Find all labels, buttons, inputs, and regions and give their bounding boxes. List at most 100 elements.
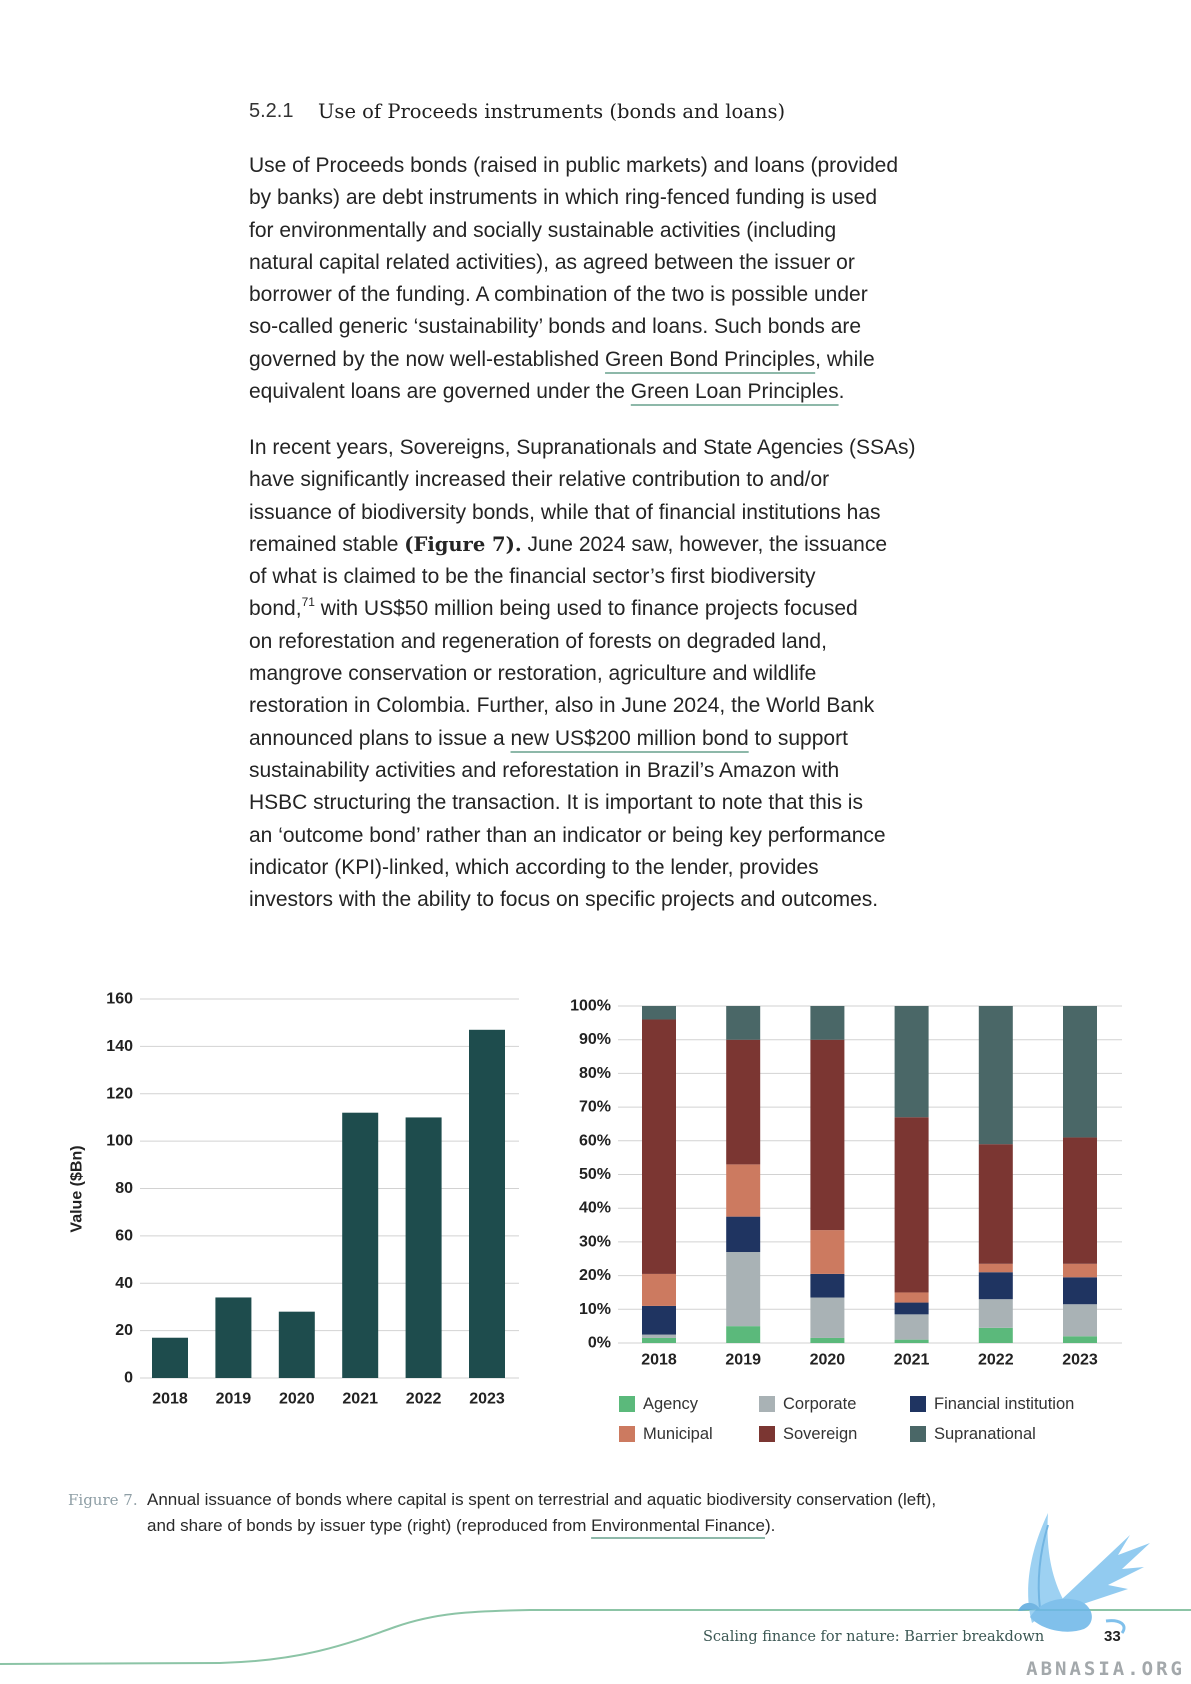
- bar-segment-municipal-2021: [894, 1292, 929, 1303]
- footer-curve: [0, 1609, 1191, 1665]
- bar-segment-supranational-2023: [1063, 1006, 1097, 1138]
- y-tick-label: 160: [106, 991, 133, 1008]
- y-tick-label: 70%: [579, 1099, 611, 1116]
- legend-swatch: [619, 1396, 635, 1412]
- paragraph-1: Use of Proceeds bonds (raised in public …: [249, 150, 898, 408]
- bar-segment-sovereign-2018: [642, 1019, 676, 1274]
- text-line: an ‘outcome bond’ rather than an indicat…: [249, 823, 886, 847]
- y-tick-label: 20%: [579, 1267, 611, 1284]
- bar-segment-supranational-2022: [978, 1006, 1013, 1145]
- bar-segment-corporate-2023: [1063, 1304, 1097, 1337]
- bar-segment-financial-institution-2022: [978, 1272, 1013, 1300]
- x-tick-label: 2018: [641, 1352, 677, 1369]
- x-tick-label: 2021: [894, 1352, 930, 1369]
- annual-issuance-bar-chart: 0 20 40 60 80 100 120 140 160 2018 2019 2020 2021 202…: [69, 991, 519, 1408]
- text-line: for environmentally and socially sustain…: [249, 218, 837, 242]
- bar-segment-agency-2022: [978, 1327, 1013, 1343]
- text-line: governed by the now well-established Gre…: [249, 344, 898, 376]
- text-line: have significantly increased their relat…: [249, 468, 830, 492]
- text-line: so-called generic ‘sustainability’ bonds…: [249, 315, 862, 339]
- text-line: by banks) are debt instruments in which …: [249, 186, 878, 210]
- bar-segment-municipal-2018: [642, 1273, 676, 1306]
- section-number: 5.2.1: [249, 99, 294, 122]
- figure-label: Figure 7.: [68, 1491, 138, 1509]
- legend-item-financial-institution: Financial institution: [910, 1394, 1074, 1414]
- legend-label: Corporate: [783, 1394, 857, 1413]
- text-line: investors with the ability to focus on s…: [249, 888, 879, 912]
- figure-reference: (Figure 7).: [404, 532, 522, 556]
- bar-segment-corporate-2020: [810, 1297, 845, 1338]
- issuer-type-stacked-chart: 0% 10% 20% 30% 40% 50% 60% 70% 80% 90% 100% 2018 201…: [570, 998, 1122, 1369]
- text-line: of what is claimed to be the financial s…: [249, 565, 816, 589]
- text-line: sustainability activities and reforestat…: [249, 758, 840, 782]
- bar-segment-sovereign-2020: [810, 1039, 845, 1231]
- environmental-finance-link[interactable]: Environmental Finance: [591, 1516, 765, 1535]
- legend-item-supranational: Supranational: [910, 1424, 1036, 1444]
- page-number: 33: [1104, 1628, 1121, 1645]
- y-axis-title: Value ($Bn): [69, 1145, 86, 1232]
- x-tick-label: 2020: [810, 1352, 846, 1369]
- text-span: governed by the now well-established: [249, 347, 606, 371]
- figure-caption-line: and share of bonds by issuer type (right…: [147, 1513, 775, 1539]
- text-span: with US$50 million being used to finance…: [314, 597, 858, 621]
- y-tick-label: 30%: [579, 1233, 611, 1250]
- legend-swatch: [910, 1396, 926, 1412]
- bar-segment-corporate-2022: [978, 1299, 1013, 1328]
- green-bond-principles-link[interactable]: Green Bond Principles: [605, 347, 816, 371]
- bar-segment-agency-2023: [1063, 1336, 1097, 1343]
- bar-segment-financial-institution-2021: [894, 1302, 929, 1315]
- text-line: restoration in Colombia. Further, also i…: [249, 694, 875, 718]
- green-loan-principles-link[interactable]: Green Loan Principles: [630, 380, 839, 404]
- bar-segment-sovereign-2022: [978, 1144, 1013, 1264]
- bar-segment-municipal-2020: [810, 1230, 845, 1274]
- legend-item-sovereign: Sovereign: [759, 1424, 857, 1444]
- x-tick-label: 2022: [406, 1391, 442, 1408]
- legend-item-municipal: Municipal: [619, 1424, 713, 1444]
- legend-item-agency: Agency: [619, 1394, 698, 1414]
- text-line: Use of Proceeds bonds (raised in public …: [249, 154, 899, 177]
- text-line: remained stable (Figure 7). June 2024 sa…: [249, 529, 916, 561]
- y-tick-label: 100: [106, 1133, 133, 1150]
- footnote-marker[interactable]: 71: [301, 595, 315, 610]
- y-tick-label: 0: [124, 1370, 133, 1387]
- legend-label: Supranational: [934, 1424, 1036, 1443]
- world-bank-bond-link[interactable]: new US$200 million bond: [510, 726, 749, 750]
- bar-segment-financial-institution-2018: [642, 1305, 676, 1335]
- bar-2021: [342, 1112, 379, 1378]
- y-tick-label: 20: [115, 1322, 133, 1339]
- x-tick-label: 2018: [152, 1391, 188, 1408]
- legend-swatch: [910, 1426, 926, 1442]
- figure-caption-line: Annual issuance of bonds where capital i…: [147, 1490, 937, 1509]
- text-span: June 2024 saw, however, the issuance: [521, 532, 888, 556]
- text-span: and share of bonds by issuer type (right…: [147, 1516, 592, 1535]
- bar-2018: [152, 1337, 188, 1378]
- y-tick-label: 40%: [579, 1200, 611, 1217]
- bar-2019: [215, 1297, 252, 1378]
- legend-label: Sovereign: [783, 1424, 858, 1443]
- text-span: ).: [764, 1516, 776, 1535]
- text-line: HSBC structuring the transaction. It is …: [249, 791, 863, 815]
- bar-segment-corporate-2018: [642, 1334, 676, 1338]
- bar-2023: [469, 1029, 505, 1378]
- y-tick-label: 60%: [579, 1132, 611, 1149]
- y-tick-label: 10%: [579, 1301, 611, 1318]
- x-tick-label: 2023: [469, 1391, 505, 1408]
- y-tick-label: 60: [115, 1227, 133, 1244]
- footer-curve-path: [0, 1609, 1191, 1665]
- bar-segment-corporate-2021: [894, 1314, 929, 1340]
- bar-segment-sovereign-2023: [1063, 1137, 1097, 1264]
- bar-2020: [278, 1311, 315, 1378]
- text-span: bond,: [249, 597, 302, 621]
- y-tick-label: 40: [115, 1275, 133, 1292]
- text-line: on reforestation and regeneration of for…: [249, 629, 827, 653]
- legend-label: Agency: [643, 1394, 699, 1413]
- bar-segment-agency-2018: [642, 1337, 676, 1343]
- x-tick-label: 2022: [978, 1352, 1014, 1369]
- bar-segment-financial-institution-2023: [1063, 1277, 1097, 1305]
- bar-segment-corporate-2019: [726, 1252, 761, 1327]
- text-line: mangrove conservation or restoration, ag…: [249, 662, 817, 686]
- y-tick-label: 120: [106, 1085, 133, 1102]
- text-span: equivalent loans are governed under the: [249, 380, 631, 404]
- bar-segment-financial-institution-2020: [810, 1273, 845, 1298]
